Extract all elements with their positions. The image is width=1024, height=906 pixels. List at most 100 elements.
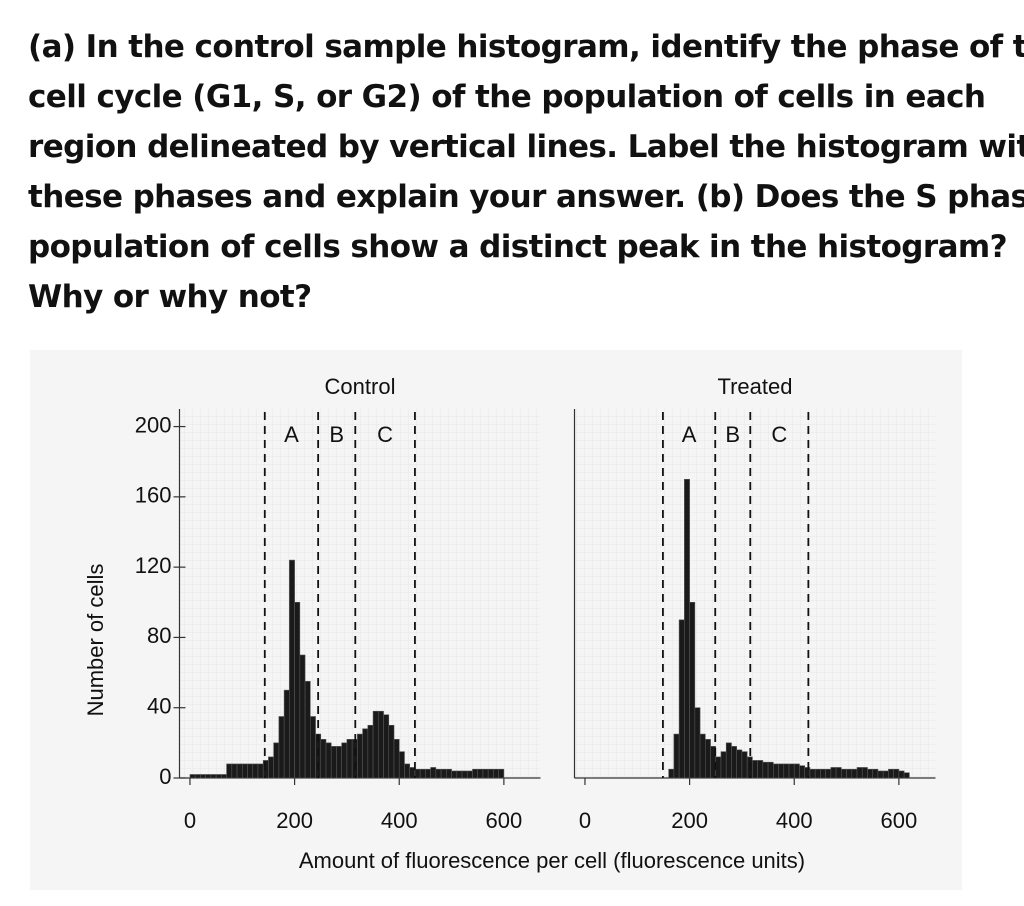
- histogram-bar: [482, 768, 489, 779]
- histogram-bar: [393, 739, 400, 779]
- region-label: C: [377, 422, 393, 447]
- histogram-bar: [278, 716, 285, 779]
- histogram-bar: [215, 774, 222, 779]
- histogram-bar: [767, 761, 774, 779]
- histogram-bar: [210, 774, 217, 779]
- histogram-bar: [825, 768, 832, 779]
- histogram-bar: [762, 761, 769, 779]
- histogram-bar: [289, 559, 295, 779]
- chart-title: Treated: [717, 374, 792, 399]
- histogram-bar: [835, 767, 842, 779]
- x-tick-label: 600: [881, 808, 918, 833]
- region-label: A: [284, 422, 299, 447]
- x-tick-label: 400: [381, 808, 418, 833]
- histogram-bar: [241, 763, 248, 779]
- plot-background: [574, 409, 936, 778]
- question-line: (a) In the control sample histogram, ide…: [28, 29, 1024, 65]
- histogram-bar: [273, 742, 280, 779]
- histogram-bar: [877, 770, 884, 779]
- histogram-bar: [814, 768, 821, 779]
- histogram-bar: [247, 763, 254, 779]
- histogram-bar: [493, 768, 499, 779]
- histogram-bar: [404, 763, 411, 779]
- histogram-bar: [820, 768, 826, 779]
- y-tick-label: 0: [159, 764, 171, 789]
- histogram-bar: [882, 770, 889, 779]
- histogram-bar: [325, 742, 332, 779]
- region-label: C: [771, 422, 787, 447]
- histogram-bar: [425, 768, 431, 779]
- histogram-bar: [841, 768, 847, 779]
- histogram-bar: [741, 751, 748, 779]
- histogram-bar: [861, 767, 868, 779]
- histogram-bar: [378, 710, 384, 779]
- histogram-bar: [778, 763, 785, 779]
- histogram-bar: [304, 681, 311, 779]
- histogram-bar: [231, 763, 238, 779]
- histogram-bar: [388, 724, 395, 779]
- histogram-bar: [226, 763, 233, 779]
- histogram-bar: [783, 763, 790, 779]
- histogram-bar: [678, 619, 685, 779]
- histogram-bar: [867, 768, 874, 779]
- histogram-bar: [715, 756, 722, 779]
- histogram-bar: [757, 760, 764, 779]
- histogram-bar: [451, 770, 458, 779]
- histogram-bar: [351, 739, 358, 779]
- histogram-bar: [268, 756, 274, 779]
- histogram-bar: [346, 739, 353, 779]
- histogram-bar: [341, 742, 348, 779]
- histogram-bar: [673, 733, 680, 779]
- y-axis-label: Number of cells: [83, 564, 108, 717]
- histogram-bar: [498, 768, 505, 779]
- histogram-bar: [472, 768, 479, 779]
- histogram-bar: [793, 763, 800, 779]
- histogram-bar: [189, 774, 196, 779]
- histogram-bar: [446, 768, 452, 779]
- histogram-bar: [720, 751, 727, 779]
- histogram-bar: [461, 770, 468, 779]
- x-tick-label: 0: [184, 808, 196, 833]
- histogram-bar: [309, 716, 316, 779]
- histogram-bar: [194, 774, 201, 779]
- histogram-bar: [851, 768, 858, 779]
- y-tick-label: 120: [135, 553, 172, 578]
- histogram-bar: [367, 724, 374, 779]
- histogram-bar: [320, 739, 327, 779]
- histogram-bar: [668, 768, 675, 779]
- histogram-bar: [903, 772, 910, 779]
- histogram-bar: [299, 654, 306, 779]
- question-line: cell cycle (G1, S, or G2) of the populat…: [28, 79, 986, 115]
- histogram-bar: [694, 707, 701, 779]
- histogram-bar: [283, 689, 290, 779]
- histogram-bar: [477, 768, 484, 779]
- histogram-bar: [888, 768, 894, 779]
- histogram-bar: [200, 774, 206, 779]
- histogram-bar: [435, 768, 442, 779]
- x-tick-label: 0: [579, 808, 591, 833]
- question-line: Why or why not?: [28, 279, 312, 315]
- histogram-bar: [419, 768, 426, 779]
- histogram-bar: [440, 768, 447, 779]
- histogram-bar: [893, 768, 900, 779]
- histogram-bar: [684, 478, 690, 779]
- histogram-bar: [221, 774, 227, 779]
- x-axis-label: Amount of fluorescence per cell (fluores…: [299, 848, 805, 873]
- region-label: B: [725, 422, 740, 447]
- histogram-bar: [336, 746, 342, 779]
- x-tick-label: 600: [486, 808, 523, 833]
- question-line: region delineated by vertical lines. Lab…: [28, 129, 1024, 165]
- histogram-bar: [689, 601, 696, 779]
- histogram-bar: [731, 746, 737, 779]
- histogram-bar: [799, 765, 806, 779]
- histogram-bar: [898, 770, 905, 779]
- question-line: these phases and explain your answer. (b…: [28, 179, 1024, 215]
- histogram-bar: [736, 749, 743, 779]
- x-tick-label: 200: [276, 808, 313, 833]
- region-label: B: [329, 422, 344, 447]
- region-label: A: [682, 422, 697, 447]
- y-tick-label: 40: [147, 694, 171, 719]
- histogram-bar: [257, 763, 264, 779]
- histogram-bar: [846, 768, 853, 779]
